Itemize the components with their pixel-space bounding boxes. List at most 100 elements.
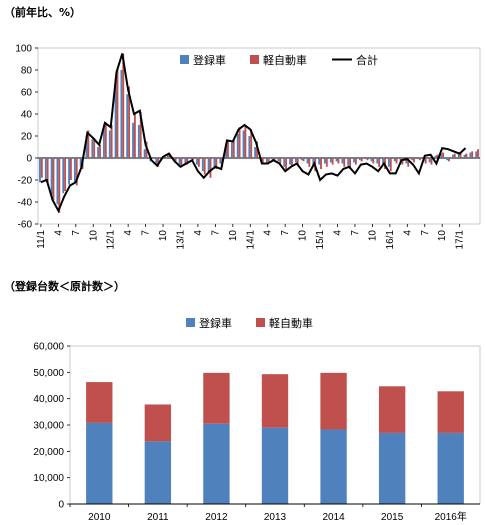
kei-bar — [139, 111, 142, 158]
x-tick-label: 2011 — [147, 512, 169, 523]
registered-bar — [382, 158, 385, 165]
kei-bar — [477, 149, 479, 158]
kei-bar — [343, 158, 346, 167]
registered-bar — [475, 151, 478, 158]
kei-bar — [174, 158, 177, 162]
legend-swatch-registered — [186, 318, 195, 327]
registered-bar — [411, 158, 414, 161]
registered-bar — [97, 147, 100, 158]
registered-bar — [86, 422, 113, 504]
kei-bar — [378, 158, 381, 167]
y-tick-label: -20 — [18, 176, 33, 187]
kei-bar — [320, 372, 347, 430]
y-tick-label: 100 — [15, 44, 32, 55]
y-tick-label: 60 — [21, 88, 33, 99]
registered-bar — [120, 70, 123, 158]
kei-bar — [203, 158, 206, 175]
kei-bar — [290, 158, 293, 167]
bottom-chart-heading: （登録台数＜原計数＞） — [4, 280, 125, 293]
kei-bar — [395, 158, 398, 164]
x-tick-label: 10 — [228, 230, 239, 242]
kei-bar — [87, 130, 90, 158]
x-tick-label: 7 — [71, 230, 82, 236]
registered-bar — [306, 158, 309, 164]
kei-bar — [308, 158, 311, 167]
registered-bar — [324, 158, 326, 164]
kei-bar — [453, 153, 456, 158]
kei-bar — [331, 158, 334, 165]
x-tick-label: 4 — [263, 230, 274, 236]
registered-bar — [378, 432, 406, 504]
x-tick-label: 16/1 — [385, 230, 396, 250]
kei-bar — [238, 127, 241, 158]
registered-bar — [242, 130, 245, 158]
kei-bar — [302, 158, 305, 162]
kei-bar — [436, 154, 439, 158]
kei-bar — [325, 158, 328, 167]
kei-bar — [46, 158, 49, 183]
registered-bar — [283, 158, 286, 167]
kei-bar — [192, 158, 194, 161]
x-tick-label: 10 — [367, 230, 378, 242]
registered-bar — [271, 158, 274, 161]
kei-bar — [110, 125, 113, 158]
registered-bar — [329, 158, 332, 163]
x-tick-label: 14/1 — [245, 230, 256, 250]
registered-bar — [393, 158, 396, 162]
kei-bar — [459, 152, 462, 158]
x-tick-label: 13/1 — [175, 230, 186, 250]
registered-bar — [44, 158, 47, 180]
legend-label-registered: 登録車 — [193, 53, 226, 67]
legend-label-total: 合計 — [356, 53, 378, 67]
kei-bar — [144, 404, 172, 442]
y-tick-label: 40 — [21, 110, 33, 121]
kei-bar — [250, 129, 253, 158]
registered-bar — [68, 158, 70, 185]
registered-bar — [417, 158, 419, 160]
kei-bar — [40, 158, 43, 178]
kei-bar — [424, 158, 427, 164]
kei-bar — [349, 158, 352, 169]
legend-box — [176, 51, 398, 67]
registered-bar — [469, 152, 472, 158]
kei-bar — [366, 158, 369, 161]
registered-bar — [56, 158, 59, 205]
kei-bar — [413, 158, 415, 163]
kei-bar — [437, 391, 464, 433]
x-tick-label: 12/1 — [106, 230, 117, 250]
registered-bar — [434, 155, 437, 158]
registered-bar — [364, 158, 367, 160]
registered-bar — [353, 158, 355, 163]
registered-bar — [230, 142, 233, 158]
kei-bar — [209, 158, 212, 178]
kei-bar — [93, 138, 96, 158]
kei-bar — [104, 122, 107, 158]
x-tick-label: 10 — [158, 230, 169, 242]
registered-bar — [347, 158, 350, 166]
legend-swatch-kei — [256, 318, 265, 327]
registered-bar — [446, 158, 449, 161]
registered-bar — [370, 158, 373, 162]
y-tick-label: 20 — [21, 132, 33, 143]
registered-bar — [132, 122, 134, 158]
kei-bar — [180, 158, 183, 167]
kei-bar — [320, 158, 322, 169]
kei-bar — [389, 158, 392, 172]
kei-bar — [75, 158, 78, 186]
x-tick-label: 7 — [420, 230, 431, 236]
x-tick-label: 7 — [280, 230, 291, 236]
registered-bar — [261, 427, 289, 504]
kei-bar — [430, 158, 433, 165]
registered-bar — [114, 78, 117, 158]
legend-swatch-kei — [250, 55, 259, 64]
registered-bar — [155, 158, 158, 164]
registered-bar — [265, 158, 268, 163]
registered-bar — [207, 158, 210, 174]
y-tick-label: 0 — [58, 500, 64, 511]
y-tick-label: 10,000 — [33, 473, 64, 484]
kei-bar — [256, 141, 258, 158]
kei-bar — [157, 158, 160, 167]
y-tick-label: 40,000 — [33, 394, 64, 405]
